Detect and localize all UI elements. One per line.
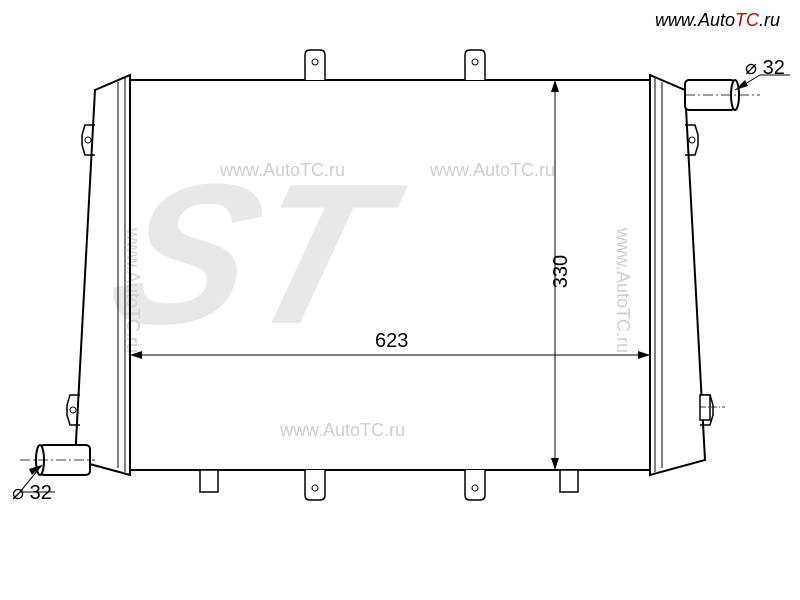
radiator-svg [0,0,800,600]
width-dimension: 623 [375,330,408,353]
technical-drawing: ST www.AutoTC.ru www.AutoTC.ru www.AutoT… [0,0,800,600]
height-dimension: 330 [550,255,573,288]
pipe-diameter-top: ⌀ 32 [745,55,785,80]
pipe-diameter-bottom: ⌀ 32 [12,480,52,505]
